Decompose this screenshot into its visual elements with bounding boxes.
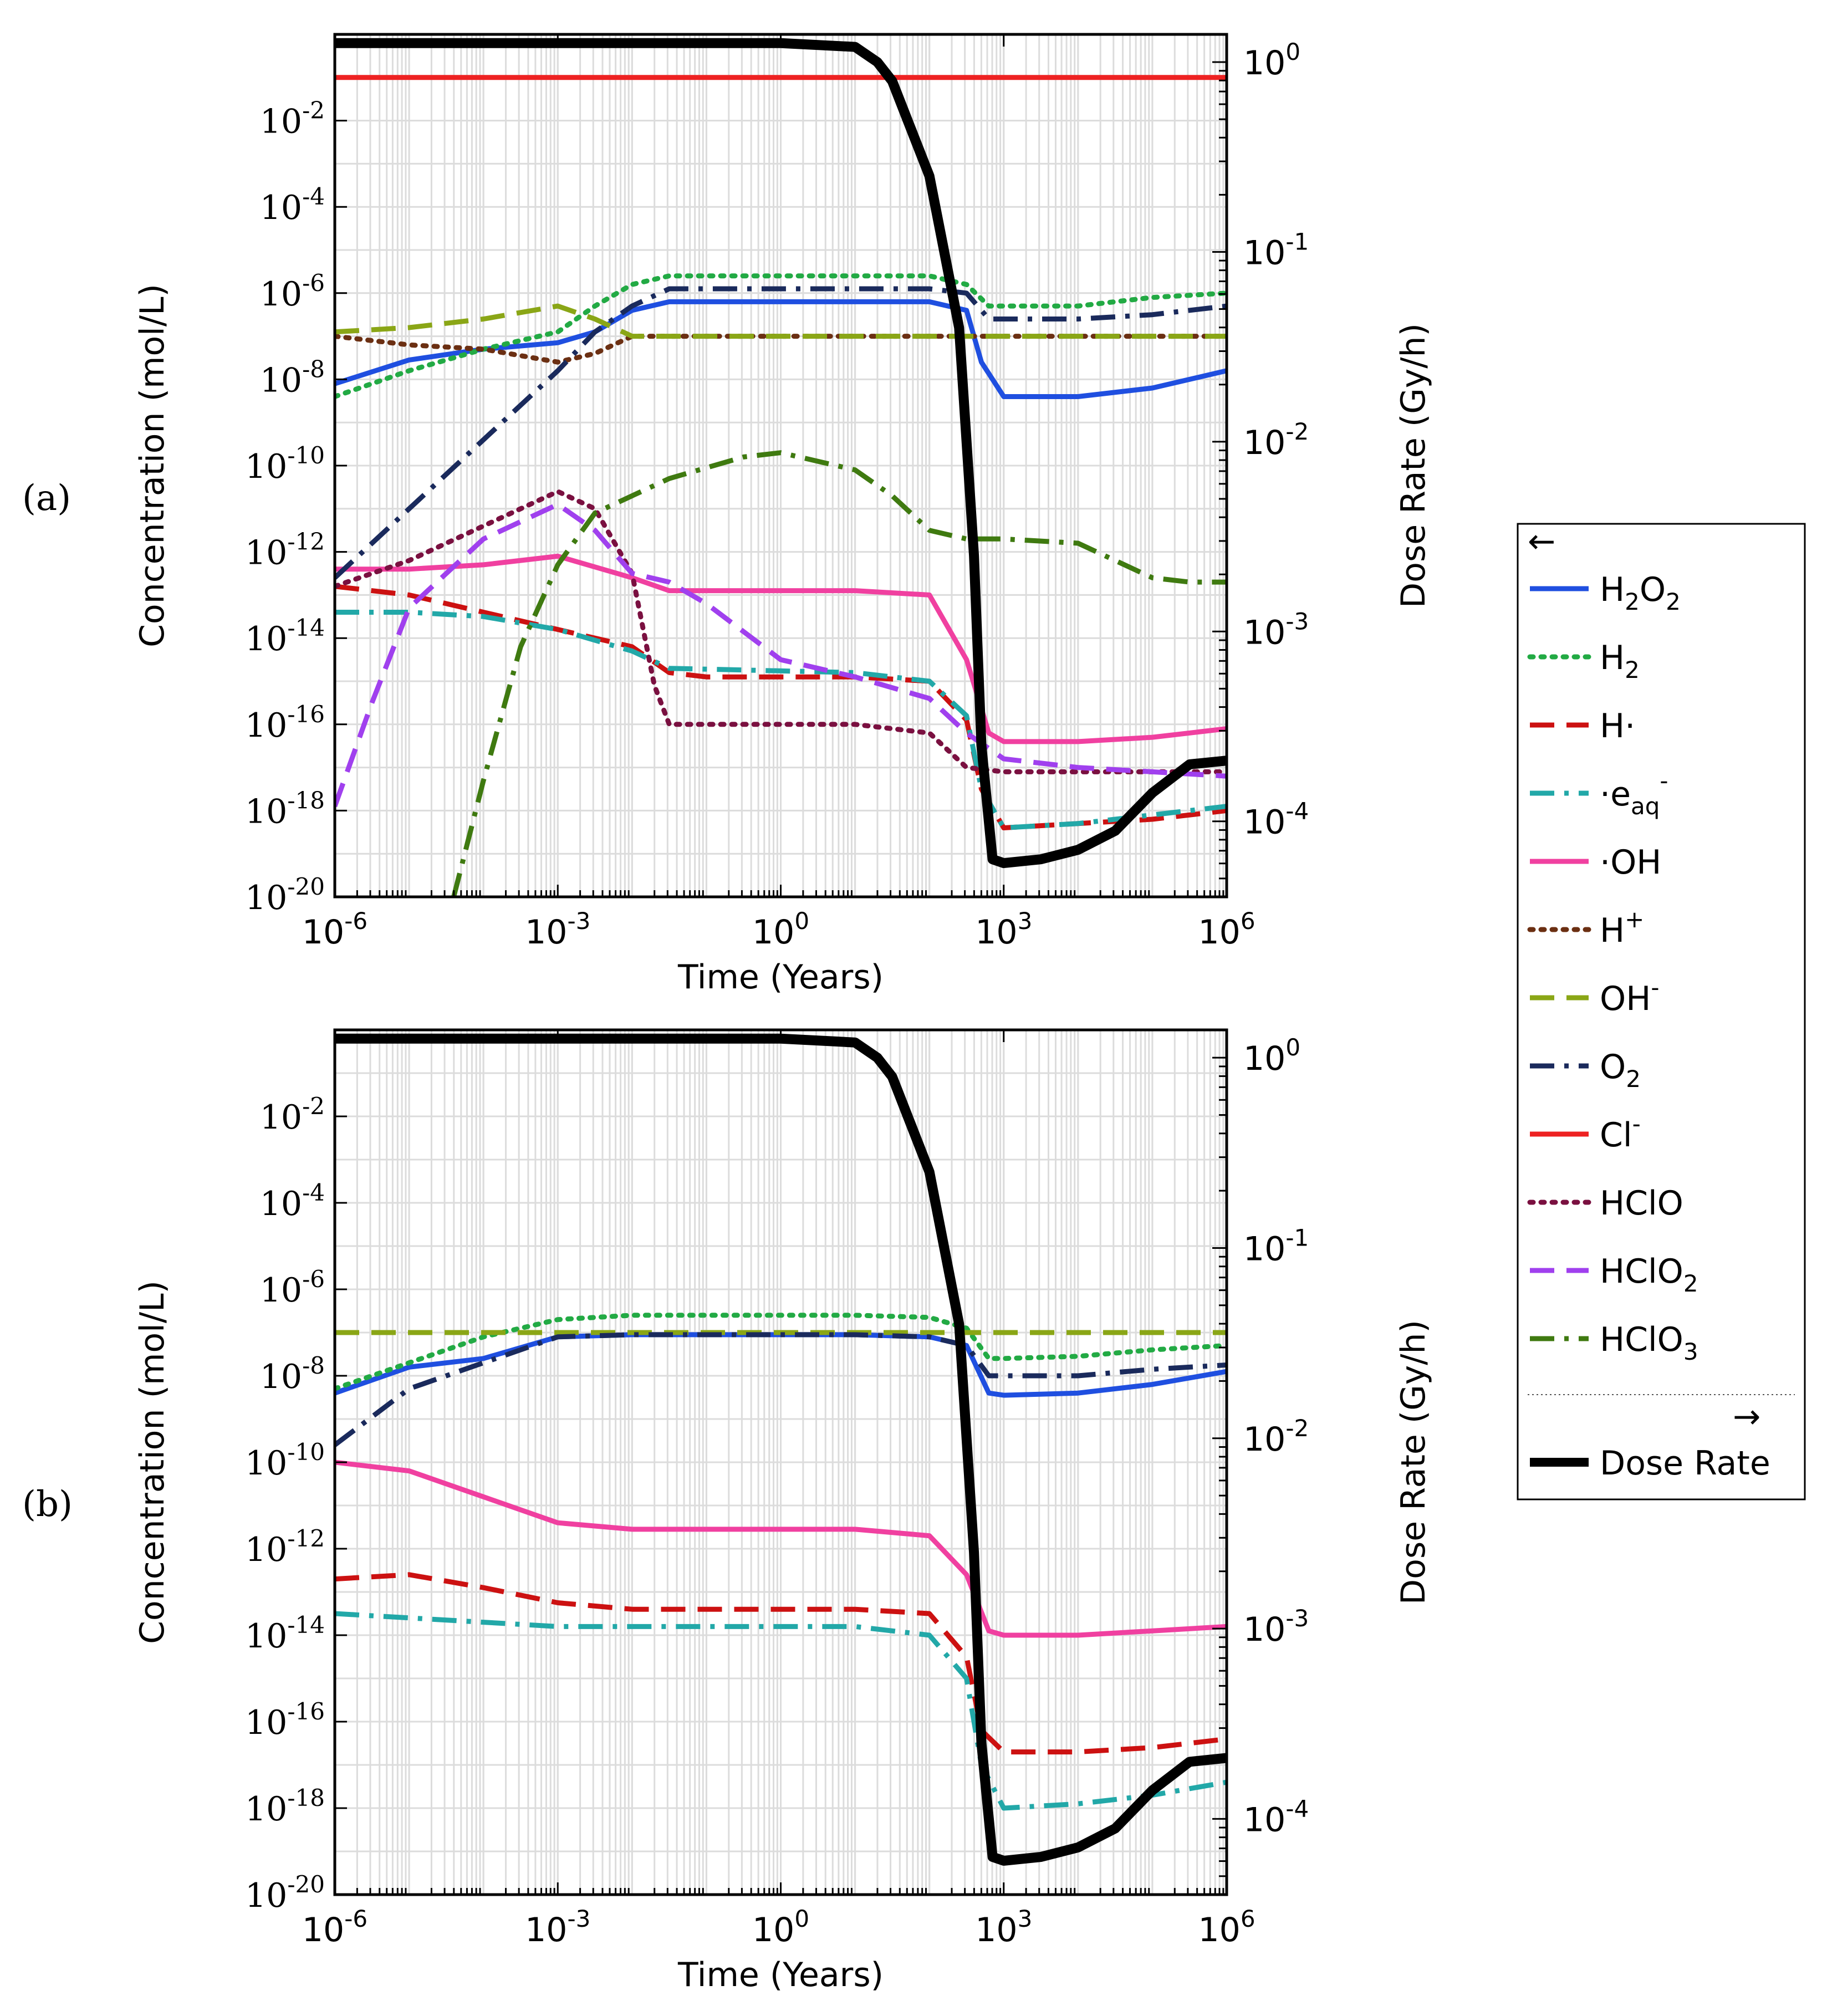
y-axis-right: 100 10-1 10-2 10-3 10-4 Dose Rate (Gy/h) [1212, 1034, 1433, 1877]
y2-axis-label: Dose Rate (Gy/h) [1394, 1320, 1433, 1605]
y-tick-label: 10-20 [245, 1871, 325, 1915]
legend-label-h_plus: H+ [1600, 906, 1644, 950]
y-axis-left: 10-2 10-4 10-6 10-8 10-10 10-12 10-14 10-16 10-1… [133, 97, 347, 917]
panel-label: (b) [22, 1484, 73, 1525]
y-tick-label: 10-20 [245, 873, 325, 917]
x-tick-label: 100 [752, 1905, 809, 1949]
legend-label-hclo2: HClO2 [1600, 1252, 1698, 1297]
panel-label: (a) [22, 478, 71, 519]
y-tick-label: 10-6 [260, 269, 325, 314]
series-line--eaq- [335, 1611, 1227, 1811]
series-line-dose-rate [335, 1033, 1227, 1866]
y-tick-label: 10-16 [245, 701, 325, 745]
series-line--eaq- [335, 610, 1227, 830]
y-tick-label: 10-10 [245, 1438, 325, 1483]
series-group [335, 38, 1227, 897]
series-line-h- [335, 1572, 1227, 1755]
x-tick-label: 103 [975, 907, 1032, 952]
y-tick-label: 10-18 [245, 1784, 325, 1829]
y-axis-label: Concentration (mol/L) [133, 1280, 172, 1644]
y-tick-label: 10-4 [260, 183, 325, 227]
legend-label-o2: O2 [1600, 1048, 1641, 1093]
y2-tick-label: 100 [1243, 1034, 1300, 1078]
y2-axis-label: Dose Rate (Gy/h) [1394, 323, 1433, 608]
y2-tick-label: 10-3 [1243, 1605, 1309, 1649]
y-tick-label: 10-10 [245, 442, 325, 486]
x-axis-label: Time (Years) [677, 958, 884, 997]
series-line-o2 [335, 286, 1227, 580]
legend-label-cl_minus: Cl- [1600, 1110, 1641, 1155]
x-tick-label: 106 [1198, 1905, 1255, 1949]
legend-label-h2: H2 [1600, 639, 1640, 683]
series-group [335, 1033, 1227, 1866]
y-tick-label: 10-12 [245, 528, 325, 573]
legend-label-dose: Dose Rate [1600, 1444, 1770, 1483]
series-line-hclo3 [451, 450, 1227, 897]
x-tick-label: 10-6 [302, 1905, 368, 1949]
legend-label-e_aq: ·eaq- [1600, 767, 1668, 820]
legend-label-h2o2: H2O2 [1600, 570, 1681, 615]
x-tick-label: 100 [752, 907, 809, 952]
legend-left-axis-marker: ← [1528, 522, 1555, 561]
series-line-h2o2 [335, 299, 1227, 399]
y-axis-right: 100 10-1 10-2 10-3 10-4 Dose Rate (Gy/h) [1212, 38, 1433, 880]
y-tick-label: 10-12 [245, 1525, 325, 1569]
x-axis: 10-6 10-3 100 103 106 Time (Years) [302, 1030, 1256, 1994]
series-line-oh- [335, 303, 1227, 339]
y2-tick-label: 10-4 [1243, 798, 1309, 842]
y2-tick-label: 10-2 [1243, 418, 1309, 462]
series-line--oh [335, 1459, 1227, 1638]
series-line-h2 [335, 1313, 1227, 1391]
legend: ← H2O2 H2 H· ·eaq- ·OH H+ OH- O2 Cl- HClO HClO2 HClO… [1517, 522, 1806, 1500]
x-tick-label: 10-3 [525, 907, 590, 952]
y-axis-label: Concentration (mol/L) [133, 284, 172, 647]
legend-label-hclo: HClO [1600, 1184, 1683, 1223]
y-tick-label: 10-8 [260, 355, 325, 400]
legend-label-oh_rad: ·OH [1600, 843, 1661, 882]
legend-label-hclo3: HClO3 [1600, 1320, 1698, 1365]
y-tick-label: 10-18 [245, 787, 325, 831]
x-axis: 10-6 10-3 100 103 106 Time (Years) [302, 34, 1256, 997]
y2-tick-label: 10-3 [1243, 608, 1309, 652]
x-tick-label: 103 [975, 1905, 1032, 1949]
x-tick-label: 10-6 [302, 907, 368, 952]
y-tick-label: 10-14 [245, 1611, 325, 1656]
y-tick-label: 10-14 [245, 614, 325, 659]
y2-tick-label: 10-2 [1243, 1415, 1309, 1459]
y-tick-label: 10-8 [260, 1352, 325, 1396]
x-tick-label: 10-3 [525, 1905, 590, 1949]
y2-tick-label: 10-1 [1243, 1224, 1309, 1268]
y2-tick-label: 10-4 [1243, 1795, 1309, 1839]
series-line-hclo [335, 489, 1227, 774]
series-line-o2 [335, 1332, 1227, 1447]
legend-label-oh_minus: OH- [1600, 974, 1660, 1018]
series-line-hclo2 [335, 502, 1227, 808]
y-tick-label: 10-16 [245, 1698, 325, 1742]
y-tick-label: 10-2 [260, 97, 325, 141]
y-tick-label: 10-4 [260, 1179, 325, 1223]
x-tick-label: 106 [1198, 907, 1255, 952]
series-line-dose-rate [335, 38, 1227, 869]
grid [335, 1029, 1227, 1896]
y-axis-left: 10-2 10-4 10-6 10-8 10-10 10-12 10-14 10-16 10-1… [133, 1093, 347, 1915]
series-line--oh [335, 553, 1227, 744]
x-axis-label: Time (Years) [677, 1956, 884, 1994]
y-tick-label: 10-2 [260, 1093, 325, 1137]
series-line-h2 [335, 273, 1227, 399]
y-tick-label: 10-6 [260, 1265, 325, 1310]
legend-label-h_rad: H· [1600, 707, 1635, 746]
y2-tick-label: 10-1 [1243, 228, 1309, 272]
legend-right-axis-marker: → [1733, 1397, 1760, 1436]
y2-tick-label: 100 [1243, 38, 1300, 83]
